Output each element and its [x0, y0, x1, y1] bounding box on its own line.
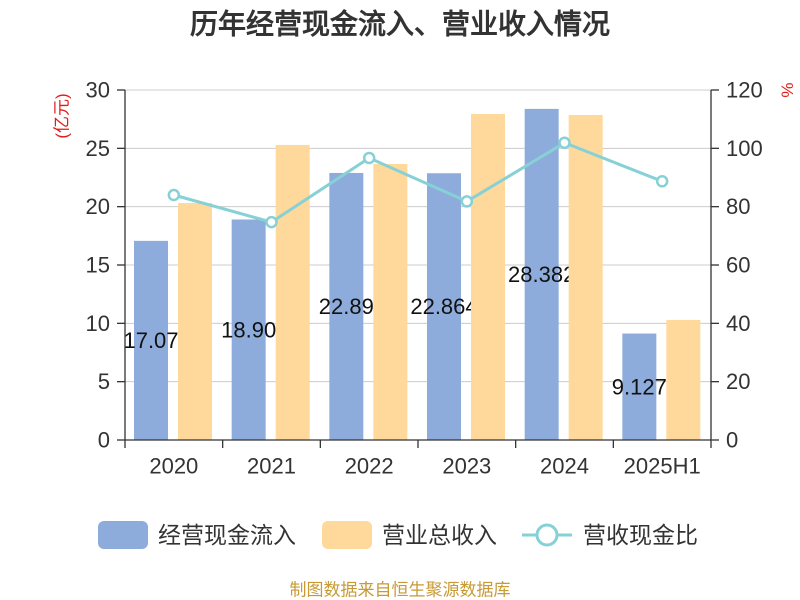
cash-inflow-data-labels: 17.07 18.90 22.89 22.864 28.382 9.127 — [123, 262, 666, 399]
bar-revenue-2020 — [178, 203, 212, 440]
y-left-tick-label: 10 — [86, 311, 110, 336]
bar-revenue-2024 — [568, 114, 603, 440]
bar-cash-inflow-2020 — [134, 240, 168, 440]
data-label-cash-inflow-2022: 22.89 — [319, 294, 374, 319]
line-cash-ratio — [173, 141, 663, 224]
x-tick-label-2021: 2021 — [247, 454, 296, 479]
legend-label-cash-ratio: 营收现金比 — [583, 522, 698, 548]
bar-cash-inflow-2025h1 — [622, 333, 657, 440]
point-cash-ratio-2021 — [265, 215, 278, 229]
x-tick-label-2024: 2024 — [540, 454, 589, 479]
y-left-tick-label: 5 — [98, 369, 110, 394]
legend-swatch-cash-ratio-marker — [535, 523, 559, 547]
data-label-cash-inflow-2020: 17.07 — [123, 328, 178, 353]
point-cash-ratio-2020 — [167, 188, 181, 202]
bar-revenue-2023 — [471, 114, 505, 441]
y-axis-right-title: % — [778, 82, 797, 97]
legend-item-cash-inflow[interactable]: 经营现金流入 — [98, 521, 296, 549]
bar-cash-inflow-2021 — [231, 219, 266, 440]
y-left-tick-label: 15 — [86, 253, 110, 278]
gridlines — [125, 89, 711, 441]
x-tick-label-2020: 2020 — [149, 454, 198, 479]
bar-revenue-2025h1 — [666, 319, 701, 440]
legend-label-cash-inflow: 经营现金流入 — [158, 522, 296, 548]
bar-cash-inflow-2023 — [427, 173, 461, 440]
tick-labels: 0 5 10 15 20 25 30 0 20 40 60 80 100 120 2020 2021 2022 2… — [86, 78, 763, 479]
bar-revenue-2021 — [275, 144, 310, 440]
x-tick-label-2022: 2022 — [345, 454, 394, 479]
y-right-tick-label: 120 — [726, 78, 763, 103]
point-cash-ratio-2024 — [558, 136, 571, 150]
point-cash-ratio-2025h1 — [655, 175, 669, 188]
y-right-tick-label: 40 — [726, 311, 750, 336]
legend-swatch-cash-inflow — [98, 521, 148, 549]
revenue-bars — [178, 114, 701, 441]
legend: 经营现金流入 营业总收入 营收现金比 — [98, 521, 698, 549]
data-label-cash-inflow-2021: 18.90 — [221, 317, 276, 342]
legend-swatch-revenue — [322, 521, 372, 549]
y-left-tick-label: 30 — [86, 78, 110, 103]
y-right-tick-label: 20 — [726, 369, 750, 394]
axes — [117, 89, 719, 448]
source-note: 制图数据来自恒生聚源数据库 — [290, 581, 511, 600]
x-tick-label-2023: 2023 — [442, 454, 491, 479]
legend-item-revenue[interactable]: 营业总收入 — [322, 521, 497, 549]
y-left-tick-label: 0 — [98, 428, 110, 453]
cash-ratio-series — [167, 136, 669, 229]
x-tick-label-2025h1: 2025H1 — [624, 454, 701, 479]
y-left-tick-label: 20 — [86, 194, 110, 219]
data-label-cash-inflow-2023: 22.864 — [410, 294, 477, 319]
bar-revenue-2022 — [373, 163, 408, 440]
y-right-tick-label: 100 — [726, 136, 763, 161]
legend-label-revenue: 营业总收入 — [382, 522, 497, 548]
point-cash-ratio-2023 — [460, 195, 474, 208]
y-right-tick-label: 0 — [726, 428, 738, 453]
point-cash-ratio-2022 — [362, 151, 376, 165]
y-right-tick-label: 80 — [726, 194, 750, 219]
y-left-tick-label: 25 — [86, 136, 110, 161]
cash-inflow-bars — [134, 108, 657, 441]
y-right-tick-label: 60 — [726, 253, 750, 278]
chart-title: 历年经营现金流入、营业收入情况 — [190, 8, 610, 40]
data-label-cash-inflow-2025h1: 9.127 — [612, 374, 667, 399]
y-axis-left-title: (亿元) — [53, 93, 72, 138]
data-label-cash-inflow-2024: 28.382 — [508, 262, 575, 287]
bar-cash-inflow-2022 — [329, 172, 364, 440]
legend-item-cash-ratio[interactable]: 营收现金比 — [522, 522, 698, 548]
